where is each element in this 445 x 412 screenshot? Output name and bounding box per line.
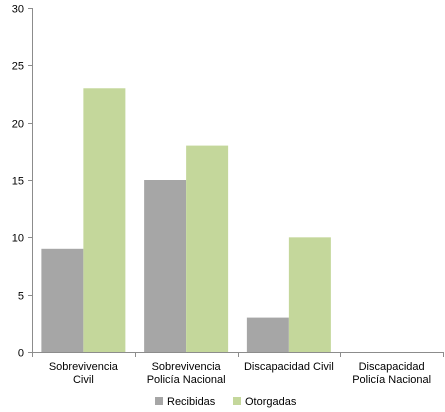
y-tick-label: 5 [18, 291, 24, 303]
bar-otorgadas-1 [186, 145, 229, 352]
legend-swatch-recibidas [155, 397, 163, 405]
x-tick-label: Policía Nacional [147, 374, 226, 386]
legend-swatch-otorgadas [233, 397, 241, 405]
x-tick-label: Sobrevivencia [49, 361, 119, 373]
x-tick-label: Discapacidad [359, 361, 425, 373]
legend: Recibidas Otorgadas [155, 396, 297, 408]
bar-otorgadas-0 [83, 88, 126, 353]
bar-otorgadas-2 [288, 237, 331, 352]
y-axis: 0 5 10 15 20 25 30 [12, 4, 33, 360]
bar-recibidas-2 [246, 317, 289, 352]
y-tick-label: 10 [12, 233, 24, 245]
legend-label-otorgadas: Otorgadas [245, 396, 297, 408]
legend-label-recibidas: Recibidas [167, 396, 216, 408]
x-tick-label: Discapacidad Civil [244, 361, 334, 373]
x-tick-label: Sobrevivencia [152, 361, 222, 373]
y-tick-label: 0 [18, 348, 24, 360]
y-tick-label: 15 [12, 176, 24, 188]
x-tick-label: Civil [73, 374, 94, 386]
y-tick-label: 20 [12, 119, 24, 131]
bar-recibidas-0 [41, 248, 84, 352]
x-tick-label: Policía Nacional [352, 374, 431, 386]
y-tick-label: 25 [12, 61, 24, 73]
y-tick-label: 30 [12, 4, 24, 16]
bar-recibidas-1 [144, 180, 187, 352]
bars [41, 88, 331, 353]
